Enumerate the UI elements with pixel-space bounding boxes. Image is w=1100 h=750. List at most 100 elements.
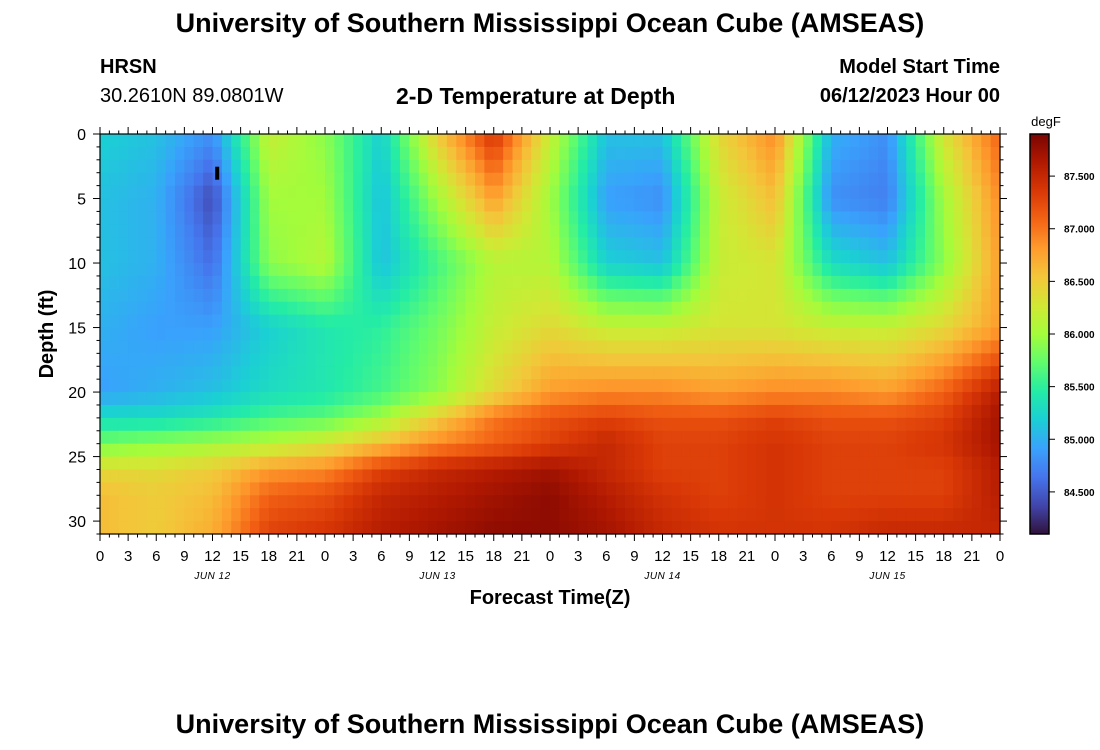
heatmap-cell xyxy=(325,275,335,290)
heatmap-cell xyxy=(925,521,935,535)
heatmap-cell xyxy=(718,327,729,342)
heatmap-cell xyxy=(512,469,523,483)
heatmap-cell xyxy=(418,198,429,213)
heatmap-cell xyxy=(146,159,157,174)
heatmap-cell xyxy=(428,146,439,161)
heatmap-cell xyxy=(184,379,195,393)
heatmap-cell xyxy=(878,392,889,406)
heatmap-cell xyxy=(465,482,476,496)
heatmap-cell xyxy=(456,237,467,251)
heatmap-cell xyxy=(803,237,814,251)
heatmap-cell xyxy=(137,146,148,161)
heatmap-cell xyxy=(718,159,729,174)
heatmap-cell xyxy=(653,430,664,445)
heatmap-cell xyxy=(831,185,842,200)
heatmap-cell xyxy=(625,521,635,535)
heatmap-cell xyxy=(418,224,429,238)
heatmap-cell xyxy=(596,211,607,225)
heatmap-cell xyxy=(859,443,870,458)
heatmap-cell xyxy=(971,237,982,251)
heatmap-cell xyxy=(765,134,776,148)
heatmap-cell xyxy=(437,263,448,277)
heatmap-cell xyxy=(221,469,232,483)
heatmap-cell xyxy=(990,430,1001,445)
heatmap-cell xyxy=(531,340,542,354)
heatmap-cell xyxy=(540,314,551,329)
heatmap-cell xyxy=(512,521,523,535)
heatmap-cell xyxy=(503,508,514,522)
heatmap-cell xyxy=(587,301,598,316)
heatmap-cell xyxy=(887,340,898,354)
heatmap-cell xyxy=(653,521,664,535)
heatmap-cell xyxy=(428,301,439,316)
heatmap-cell xyxy=(971,392,982,406)
heatmap-cell xyxy=(100,469,110,483)
heatmap-cell xyxy=(615,508,626,522)
heatmap-cell xyxy=(653,417,664,432)
heatmap-cell xyxy=(512,456,523,471)
heatmap-cell xyxy=(203,301,214,316)
heatmap-cell xyxy=(128,469,139,483)
heatmap-cell xyxy=(259,404,270,419)
heatmap-cell xyxy=(596,159,607,174)
heatmap-cell xyxy=(325,366,335,380)
heatmap-cell xyxy=(568,211,579,225)
heatmap-cell xyxy=(625,456,635,471)
heatmap-cell xyxy=(868,392,879,406)
heatmap-cell xyxy=(315,211,326,225)
heatmap-cell xyxy=(137,482,148,496)
heatmap-cell xyxy=(306,417,317,432)
heatmap-cell xyxy=(709,443,720,458)
heatmap-cell xyxy=(887,327,898,342)
heatmap-cell xyxy=(981,275,992,290)
heatmap-cell xyxy=(671,172,682,187)
heatmap-cell xyxy=(100,430,110,445)
heatmap-cell xyxy=(971,366,982,380)
heatmap-cell xyxy=(371,146,382,161)
heatmap-cell xyxy=(503,327,514,342)
heatmap-cell xyxy=(868,404,879,419)
heatmap-cell xyxy=(840,288,851,303)
heatmap-cell xyxy=(709,211,720,225)
heatmap-cell xyxy=(765,430,776,445)
heatmap-cell xyxy=(109,211,120,225)
colorbar-tick-label: 85.500 xyxy=(1064,383,1095,394)
heatmap-cell xyxy=(343,185,354,200)
heatmap-cell xyxy=(521,340,532,354)
heatmap-cell xyxy=(793,521,804,535)
heatmap-cell xyxy=(587,340,598,354)
heatmap-cell xyxy=(175,198,185,213)
heatmap-cell xyxy=(765,224,776,238)
heatmap-cell xyxy=(493,482,504,496)
heatmap-cell xyxy=(334,456,345,471)
heatmap-cell xyxy=(175,430,185,445)
heatmap-cell xyxy=(634,159,645,174)
heatmap-cell xyxy=(756,508,767,522)
heatmap-cell xyxy=(203,146,214,161)
heatmap-cell xyxy=(400,263,410,277)
heatmap-cell xyxy=(325,379,335,393)
heatmap-cell xyxy=(953,327,964,342)
heatmap-cell xyxy=(221,263,232,277)
heatmap-cell xyxy=(784,172,795,187)
heatmap-cell xyxy=(681,198,692,213)
heatmap-cell xyxy=(371,185,382,200)
heatmap-cell xyxy=(578,327,589,342)
heatmap-cell xyxy=(287,508,298,522)
heatmap-cell xyxy=(268,340,279,354)
heatmap-cell xyxy=(925,288,935,303)
heatmap-cell xyxy=(981,314,992,329)
heatmap-cell xyxy=(240,314,251,329)
heatmap-cell xyxy=(765,482,776,496)
heatmap-cell xyxy=(868,417,879,432)
heatmap-cell xyxy=(681,172,692,187)
heatmap-cell xyxy=(793,353,804,367)
heatmap-cell xyxy=(418,288,429,303)
heatmap-cell xyxy=(503,417,514,432)
heatmap-cell xyxy=(859,250,870,264)
heatmap-cell xyxy=(465,134,476,148)
heatmap-cell xyxy=(484,417,495,432)
heatmap-cell xyxy=(896,430,907,445)
heatmap-cell xyxy=(221,288,232,303)
heatmap-cell xyxy=(156,263,167,277)
